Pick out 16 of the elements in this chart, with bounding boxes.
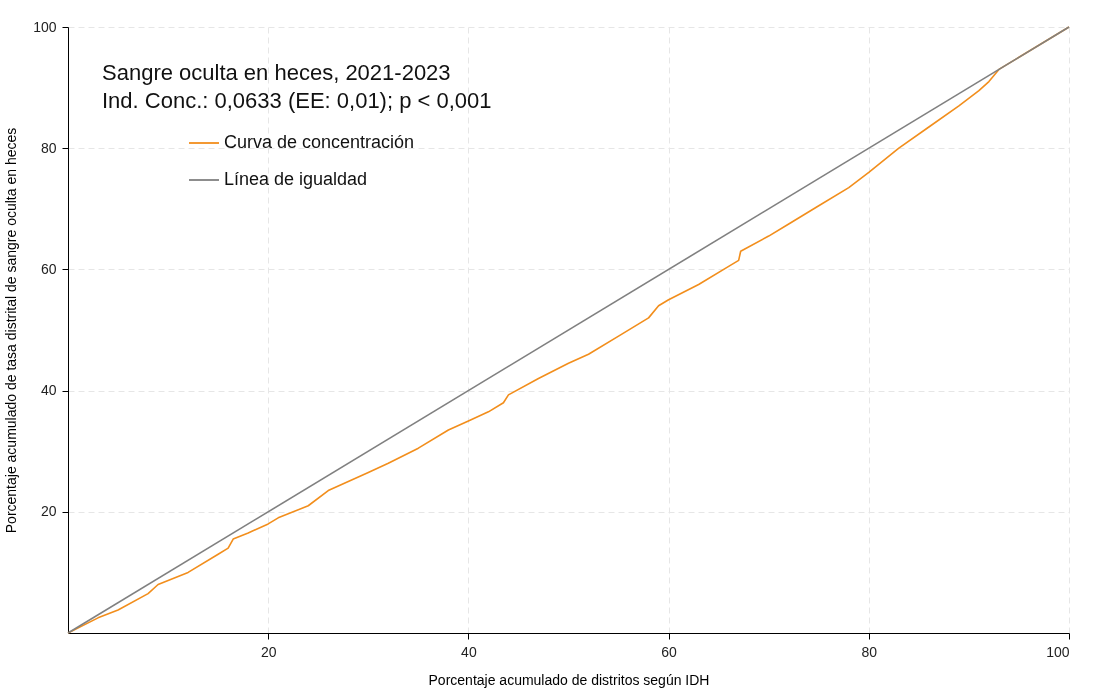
- x-tick-label: 100: [1046, 643, 1070, 660]
- text: Sangre oculta en heces, 2021-2023: [102, 60, 451, 85]
- y-tick-label: 80: [40, 139, 57, 156]
- legend-label: Línea de igualdad: [224, 169, 368, 189]
- legend-label: Curva de concentración: [224, 132, 415, 152]
- y-tick-label: 20: [40, 503, 57, 520]
- x-tick-label: 40: [461, 643, 477, 660]
- x-tick-label: 80: [861, 643, 878, 660]
- x-tick-label: 20: [260, 643, 277, 660]
- x-axis-title: Porcentaje acumulado de distritos según IDH: [428, 671, 710, 688]
- y-tick-label: 40: [40, 382, 57, 399]
- text: Ind. Conc.: 0,0633 (EE: 0,01); p < 0,001: [102, 88, 492, 113]
- x-tick-label: 60: [661, 643, 678, 660]
- y-tick-label: 100: [33, 18, 57, 35]
- y-tick-label: 60: [40, 260, 57, 277]
- y-axis-title: Porcentaje acumulado de tasa distrital de sangre oculta en heces: [3, 127, 20, 534]
